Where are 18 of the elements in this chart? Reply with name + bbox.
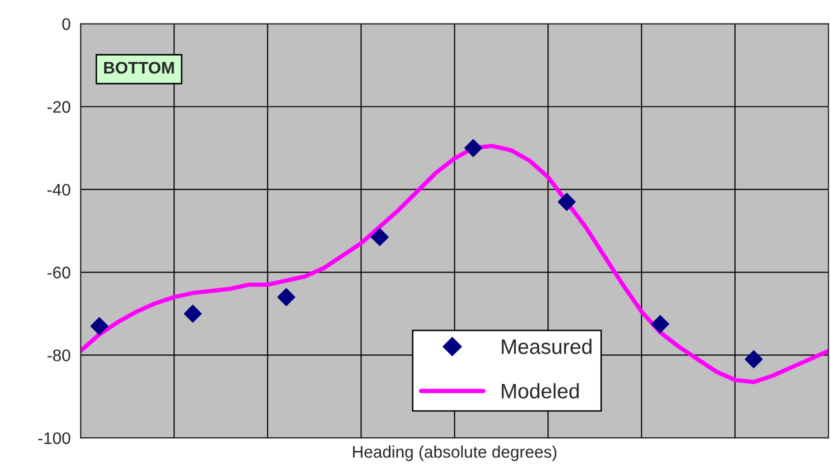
- y-tick-label: -60: [48, 266, 70, 278]
- point: [464, 139, 482, 157]
- point: [184, 304, 202, 323]
- point: [370, 228, 389, 246]
- x-axis-title: Heading (absolute degrees): [353, 446, 556, 462]
- y-tick-label: -100: [38, 432, 70, 444]
- y-tick-label: -40: [48, 184, 70, 196]
- point: [744, 350, 763, 368]
- point: [558, 192, 576, 211]
- y-tick-label: -20: [48, 101, 70, 113]
- annotation: BOTTOM: [104, 62, 174, 74]
- legend-label: Measured: [502, 338, 592, 354]
- point: [651, 315, 670, 333]
- point: [90, 317, 108, 336]
- y-tick-label: -80: [48, 349, 70, 362]
- legend-label: Modeled: [502, 383, 579, 398]
- point: [277, 288, 296, 306]
- y-tick-label: 0: [62, 18, 70, 30]
